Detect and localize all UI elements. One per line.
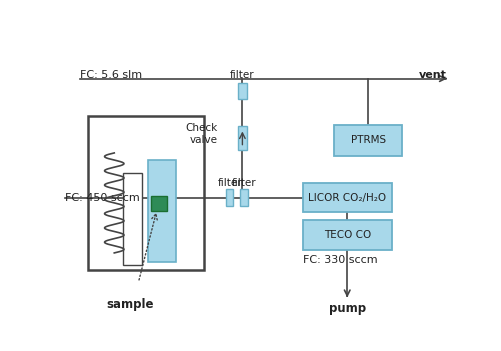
- Bar: [238, 83, 246, 99]
- Text: filter: filter: [230, 70, 255, 80]
- Bar: [238, 126, 246, 150]
- Bar: [225, 190, 233, 206]
- Bar: [123, 173, 142, 265]
- Text: LICOR CO₂/H₂O: LICOR CO₂/H₂O: [308, 193, 386, 203]
- Text: Check
valve: Check valve: [186, 123, 218, 145]
- Text: TECO CO: TECO CO: [324, 230, 371, 240]
- Bar: [151, 196, 167, 211]
- Text: FC: 5.6 slm: FC: 5.6 slm: [80, 70, 142, 80]
- Text: filter: filter: [217, 178, 242, 188]
- Text: filter: filter: [232, 178, 257, 188]
- Bar: [148, 160, 176, 263]
- Text: sample: sample: [107, 298, 154, 311]
- Text: FC: 330 sccm: FC: 330 sccm: [303, 255, 377, 265]
- Bar: [240, 190, 248, 206]
- Bar: [303, 183, 392, 212]
- Text: vent: vent: [419, 70, 447, 80]
- Bar: [335, 125, 402, 155]
- Text: PTRMS: PTRMS: [351, 135, 386, 145]
- Text: pump: pump: [329, 302, 366, 314]
- Text: FC: 450 sccm: FC: 450 sccm: [65, 193, 139, 203]
- Bar: [303, 220, 392, 250]
- Bar: [88, 117, 204, 271]
